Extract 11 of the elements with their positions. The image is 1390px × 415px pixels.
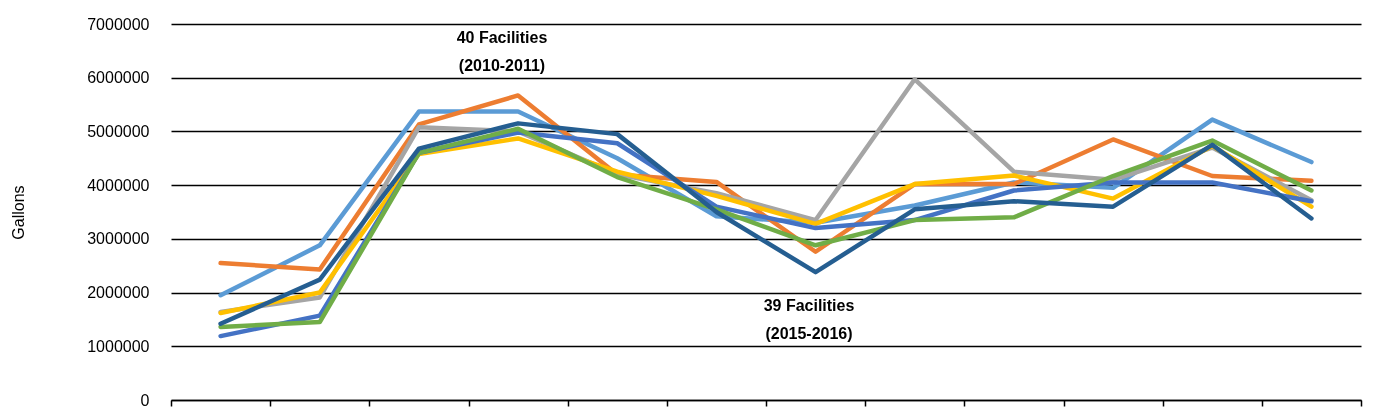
y-tick-label: 4000000 [87,176,150,194]
y-tick-label: 7000000 [87,15,150,33]
y-tick-label: 6000000 [87,69,150,87]
annotation: 39 Facilities (2015-2016) [763,297,855,342]
y-axis-title: Gallons [10,185,28,240]
y-tick-label: 5000000 [87,122,150,140]
annotation: 40 Facilities (2010-2011) [456,29,548,74]
y-tick-label: 0 [140,391,150,409]
y-tick-label: 3000000 [87,230,150,248]
y-tick-label: 1000000 [87,337,150,355]
y-tick-label: 2000000 [87,284,150,302]
